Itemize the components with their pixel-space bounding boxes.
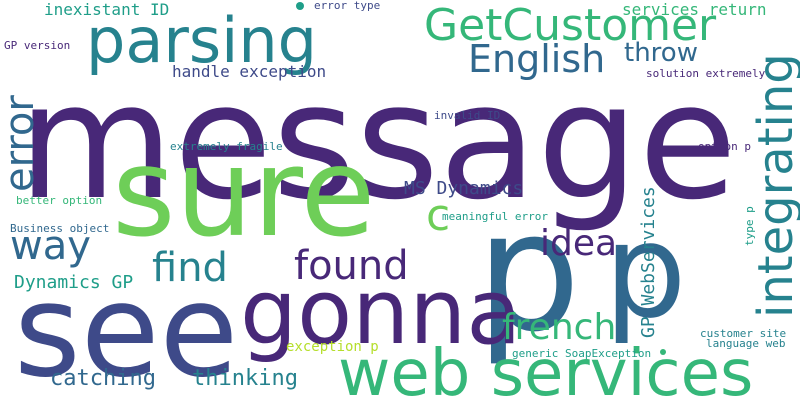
word-web-services: web services — [338, 337, 754, 400]
word-exception-p: exception p — [286, 339, 379, 355]
word-error-type: error type — [314, 0, 381, 12]
word-business-object: Business object — [10, 222, 110, 235]
word-thinking: thinking — [192, 366, 298, 391]
word-option-p: option p — [698, 140, 751, 153]
word-error: error — [0, 95, 43, 192]
word-found: found — [294, 243, 409, 289]
word-ms-dynamics: MS Dynamics — [404, 178, 524, 199]
word-better-option: better option — [16, 194, 103, 207]
word-see: see — [14, 257, 239, 400]
word-throw: throw — [624, 38, 698, 68]
word-getcustomer: GetCustomer — [424, 0, 717, 51]
word-services-return: services return — [622, 0, 767, 19]
word-sure: sure — [112, 122, 376, 264]
word-p-big: p — [476, 176, 581, 368]
word-meaningful-error: meaningful error — [442, 210, 548, 223]
dot-top — [296, 2, 304, 10]
word-catching: catching — [50, 366, 156, 391]
word-idea: idea — [540, 223, 618, 264]
word-extremely-fragile: extremely fragile — [170, 140, 283, 153]
word-gonna: gonna — [240, 260, 522, 365]
word-solution-extremely: solution extremely — [646, 67, 766, 80]
word-language-web: language web — [706, 337, 786, 350]
word-french: french — [502, 307, 617, 348]
word-way: way — [10, 223, 91, 269]
word-gp-webservices: GP WebServices — [638, 186, 659, 338]
word-generic-soapexception: generic SoapException — [512, 347, 652, 360]
word-integrating: integrating — [748, 53, 800, 318]
word-inexistant-id: inexistant ID — [44, 0, 170, 19]
word-invalid-id: invalid ID — [434, 109, 501, 122]
word-type-p: type p — [743, 206, 756, 246]
word-english: English — [468, 37, 606, 81]
word-handle-exception: handle exception — [172, 62, 327, 81]
word-p-mid: p — [604, 195, 687, 347]
word-gp-version: GP version — [4, 39, 71, 52]
word-customer-site: customer site — [700, 327, 787, 340]
word-message: message — [18, 48, 738, 235]
dot-bottom — [660, 349, 666, 355]
word-parsing: parsing — [86, 4, 318, 77]
word-dynamics-gp: Dynamics GP — [14, 272, 134, 293]
word-c: c — [426, 190, 451, 241]
word-find: find — [152, 245, 228, 291]
